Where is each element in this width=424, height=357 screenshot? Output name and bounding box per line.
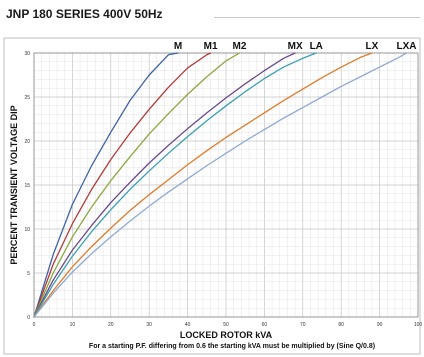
series-labels: M M1 M2 MX LA LX LXA bbox=[174, 41, 417, 52]
series-label-m1: M1 bbox=[204, 41, 218, 52]
series-label-m2: M2 bbox=[232, 41, 246, 52]
y-tick-label: 0 bbox=[27, 315, 30, 321]
series-label-m: M bbox=[174, 41, 182, 52]
series-line-m2 bbox=[33, 52, 241, 318]
y-tick-label: 5 bbox=[27, 271, 30, 277]
y-axis-title: PERCENT TRANSIENT VOLTAGE DIP bbox=[9, 105, 19, 264]
series-label-mx: MX bbox=[288, 41, 303, 52]
x-tick-label: 100 bbox=[414, 322, 423, 328]
series-line-lxa bbox=[33, 52, 408, 318]
x-tick-label: 30 bbox=[146, 322, 152, 328]
x-tick-label: 0 bbox=[33, 322, 36, 328]
x-tick-label: 10 bbox=[70, 322, 76, 328]
chart-frame bbox=[3, 37, 421, 355]
y-tick-label: 15 bbox=[24, 183, 30, 189]
series-label-la: LA bbox=[310, 41, 323, 52]
y-tick-label: 25 bbox=[24, 95, 30, 101]
x-tick-label: 80 bbox=[338, 322, 344, 328]
series-label-lx: LX bbox=[366, 41, 379, 52]
x-tick-label: 90 bbox=[377, 322, 383, 328]
x-tick-label: 20 bbox=[108, 322, 114, 328]
y-tick-label: 30 bbox=[24, 51, 30, 57]
x-tick-label: 40 bbox=[185, 322, 191, 328]
x-axis-title: LOCKED ROTOR kVA bbox=[180, 330, 273, 340]
series-line-la bbox=[33, 52, 317, 318]
series-lines bbox=[33, 52, 408, 318]
x-tick-label: 60 bbox=[262, 322, 268, 328]
series-label-lxa: LXA bbox=[396, 41, 416, 52]
x-tick-label: 70 bbox=[300, 322, 306, 328]
tick-labels: 0 10 20 30 40 50 60 70 80 90 100 0 5 10 15 20 25 30 bbox=[24, 51, 422, 328]
series-line-lx bbox=[33, 52, 373, 318]
page-title: JNP 180 SERIES 400V 50Hz bbox=[6, 7, 163, 21]
series-line-m1 bbox=[33, 52, 212, 318]
series-line-mx bbox=[33, 52, 296, 318]
title-divider bbox=[214, 17, 420, 18]
x-tick-label: 50 bbox=[223, 322, 229, 328]
series-line-m bbox=[33, 52, 179, 318]
y-tick-label: 20 bbox=[24, 139, 30, 145]
y-tick-label: 10 bbox=[24, 227, 30, 233]
plot-area-border bbox=[33, 52, 419, 318]
footnote: For a starting P.F. differing from 0.6 t… bbox=[89, 343, 375, 350]
